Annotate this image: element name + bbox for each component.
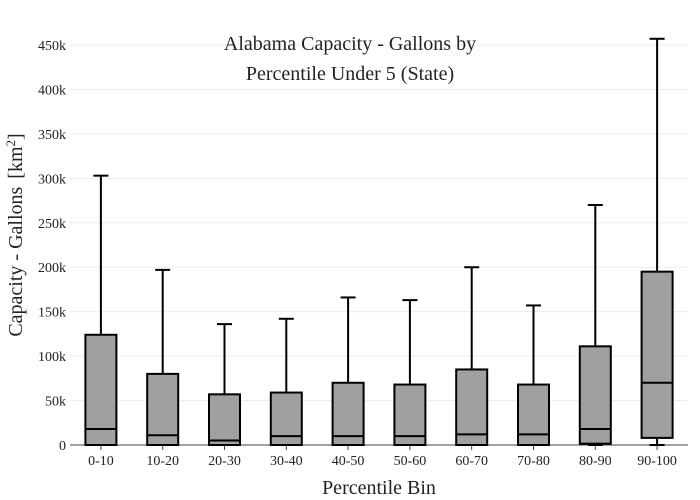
x-tick-label: 0-10 bbox=[88, 454, 114, 469]
y-axis-title-unit: [km bbox=[5, 146, 27, 179]
box-80-90 bbox=[578, 204, 612, 446]
box-30-40 bbox=[269, 317, 303, 446]
chart-title-line-2: Percentile Under 5 (State) bbox=[246, 63, 454, 85]
box-20-30 bbox=[208, 323, 241, 447]
y-tick-label: 200k bbox=[38, 261, 66, 276]
y-tick-label: 0 bbox=[59, 439, 66, 454]
x-tick-label: 90-100 bbox=[637, 454, 677, 469]
y-tick-label: 100k bbox=[38, 350, 66, 365]
y-tick-label: 50k bbox=[45, 395, 66, 410]
chart-title-line-1: Alabama Capacity - Gallons by bbox=[224, 33, 476, 55]
x-tick-label: 80-90 bbox=[579, 454, 612, 469]
box-0-10 bbox=[84, 174, 118, 446]
interquartile-box bbox=[269, 391, 303, 446]
box-10-20 bbox=[146, 268, 180, 446]
interquartile-box bbox=[208, 393, 241, 447]
interquartile-box bbox=[146, 372, 180, 446]
box-70-80 bbox=[517, 304, 550, 446]
x-tick-label: 40-50 bbox=[332, 454, 365, 469]
box-60-70 bbox=[455, 266, 489, 447]
interquartile-box bbox=[455, 368, 489, 447]
box-90-100 bbox=[640, 37, 674, 446]
x-axis-title: Percentile Bin bbox=[322, 477, 436, 499]
x-tick-label: 60-70 bbox=[455, 454, 488, 469]
y-tick-label: 350k bbox=[38, 128, 66, 143]
y-axis-title-unit-close: ] bbox=[5, 133, 27, 140]
y-tick-label: 450k bbox=[38, 39, 66, 54]
y-axis-title-text: Capacity - Gallons bbox=[5, 187, 27, 337]
box-40-50 bbox=[331, 296, 365, 446]
x-tick-label: 50-60 bbox=[394, 454, 427, 469]
y-tick-label: 300k bbox=[38, 172, 66, 187]
y-axis-title: Capacity - Gallons [km2] bbox=[3, 133, 28, 336]
interquartile-box bbox=[640, 270, 674, 439]
y-tick-label: 250k bbox=[38, 217, 66, 232]
x-tick-label: 20-30 bbox=[208, 454, 241, 469]
interquartile-box bbox=[393, 383, 427, 446]
x-tick-label: 70-80 bbox=[517, 454, 550, 469]
grid-layer bbox=[70, 44, 688, 402]
x-tick-label: 10-20 bbox=[146, 454, 179, 469]
box-layer bbox=[84, 37, 674, 447]
y-tick-label: 400k bbox=[38, 83, 66, 98]
x-tick-label: 30-40 bbox=[270, 454, 303, 469]
box-50-60 bbox=[393, 299, 427, 446]
interquartile-box bbox=[84, 333, 118, 446]
interquartile-box bbox=[517, 383, 550, 446]
interquartile-box bbox=[331, 381, 365, 446]
y-tick-label: 150k bbox=[38, 306, 66, 321]
y-axis-title-unit-exponent: 2 bbox=[3, 140, 18, 147]
interquartile-box bbox=[578, 345, 612, 445]
